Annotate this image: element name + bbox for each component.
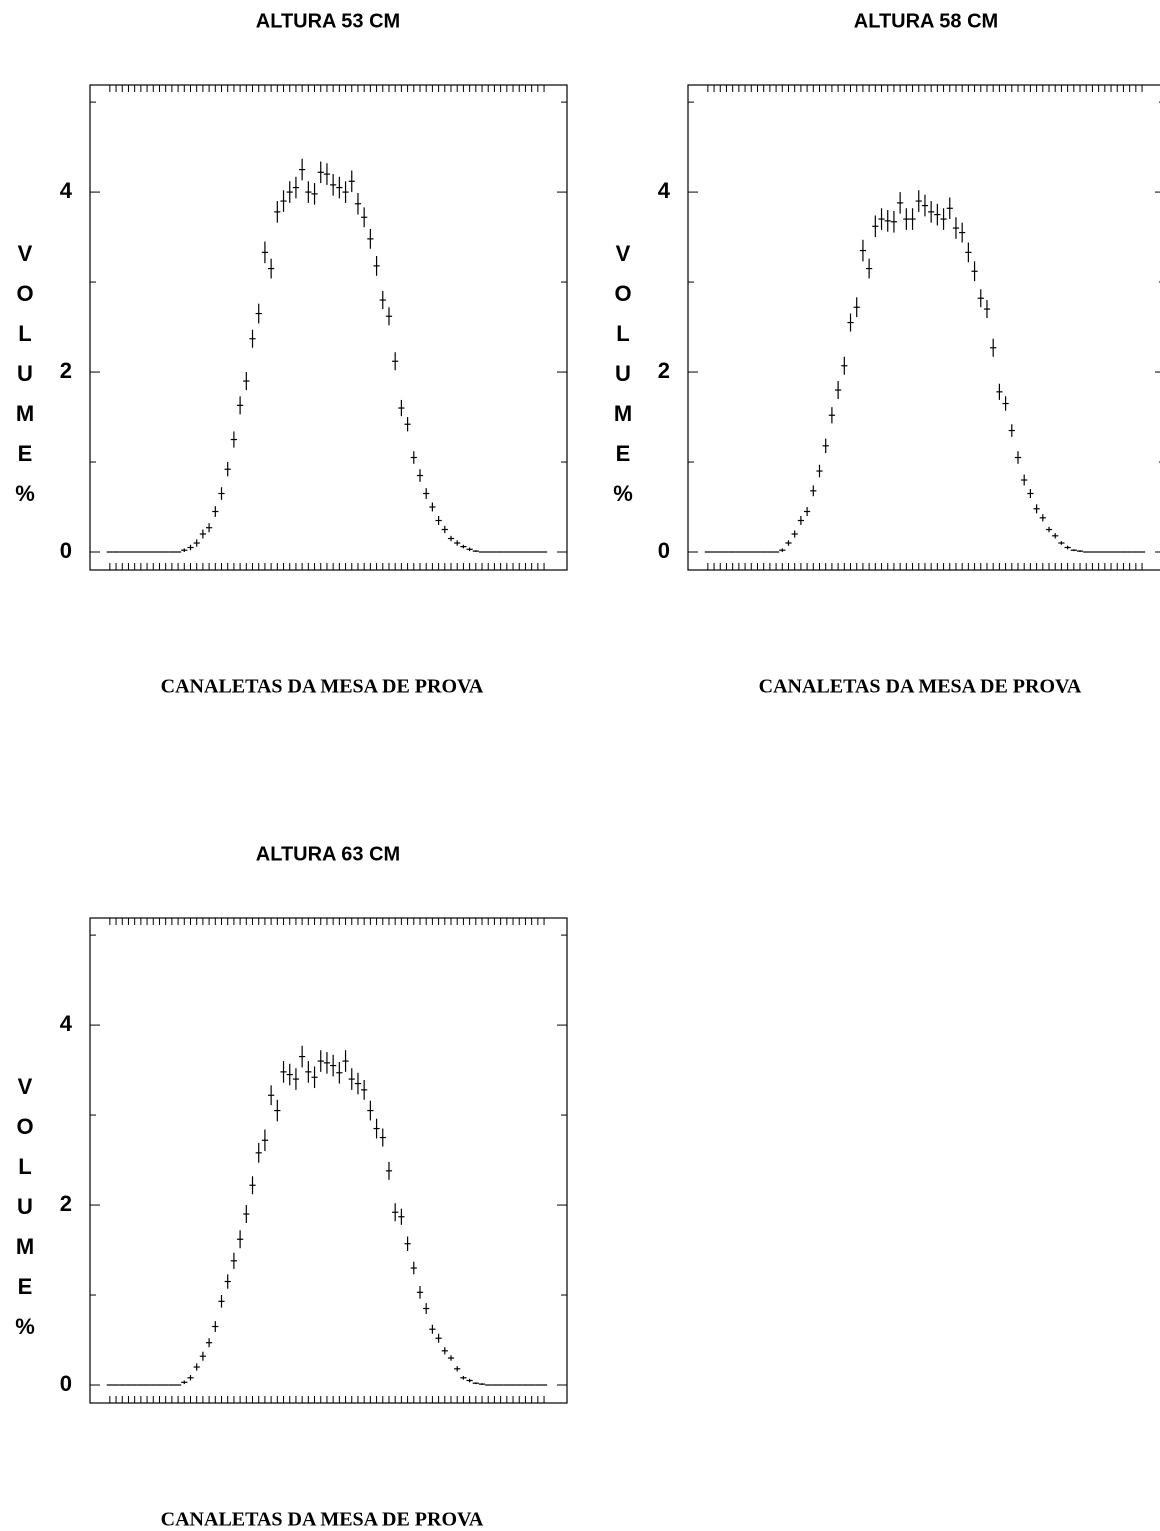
y-tick-label: 4 — [658, 178, 671, 203]
y-tick-label: 0 — [658, 538, 670, 563]
y-tick-label: 2 — [658, 358, 670, 383]
x-axis-label: CANALETAS DA MESA DE PROVA — [759, 676, 1082, 698]
panel-title: ALTURA 63 CM — [256, 843, 400, 865]
panel-title: ALTURA 58 CM — [854, 10, 998, 32]
y-tick-label: 4 — [60, 1011, 73, 1036]
panel: ALTURA 58 CM 0 2 4 V O L U M E % CANALETAS DA MESA … — [613, 10, 1160, 698]
y-tick-label: 4 — [60, 178, 73, 203]
y-tick-label: 2 — [60, 358, 72, 383]
plot-frame — [89, 917, 568, 1404]
x-axis-label: CANALETAS DA MESA DE PROVA — [161, 1509, 484, 1531]
panel-title: ALTURA 53 CM — [256, 10, 400, 32]
y-tick-label: 0 — [60, 1371, 72, 1396]
plot-frame — [89, 84, 568, 571]
plot-frame — [687, 84, 1160, 571]
y-axis-label: V O L U M E% — [613, 241, 633, 506]
panel: ALTURA 63 CM 0 2 4 V O L U M E % CANALETAS DA MESA … — [15, 843, 568, 1531]
y-axis-label: V O L U M E% — [15, 241, 35, 506]
y-tick-label: 0 — [60, 538, 72, 563]
panel: ALTURA 53 CM 0 2 4 V O L U M E % CANALETAS DA MESA … — [15, 10, 568, 698]
y-axis-label: V O L U M E% — [15, 1074, 35, 1339]
x-axis-label: CANALETAS DA MESA DE PROVA — [161, 676, 484, 698]
y-tick-label: 2 — [60, 1191, 72, 1216]
